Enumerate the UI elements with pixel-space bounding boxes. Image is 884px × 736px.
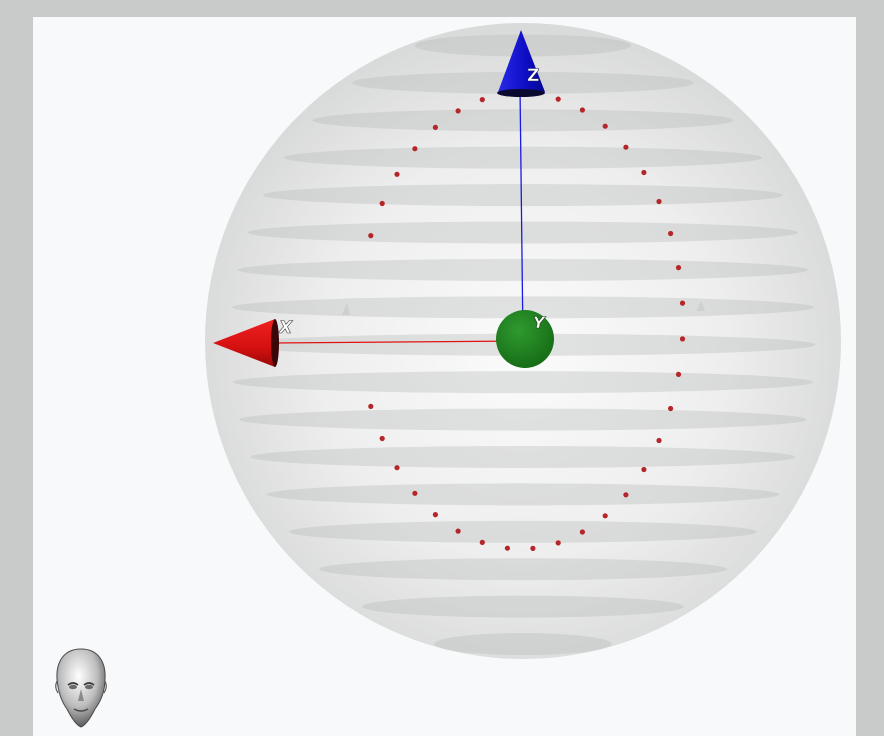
electrode-point[interactable]: [679, 336, 686, 342]
electrode-point[interactable]: [555, 540, 561, 546]
electrode-point[interactable]: [479, 97, 485, 103]
sphere-band: [239, 408, 807, 431]
electrode-point[interactable]: [641, 466, 647, 473]
y-axis-ball[interactable]: [496, 310, 554, 368]
z-axis-line: [519, 86, 524, 342]
electrode-point[interactable]: [412, 490, 418, 496]
electrode-point[interactable]: [579, 107, 586, 113]
sphere-band: [232, 371, 814, 394]
sphere-band: [312, 109, 734, 132]
electrode-point[interactable]: [602, 513, 608, 519]
electrode-point[interactable]: [379, 200, 385, 207]
sphere-scene[interactable]: Z X Y: [33, 17, 856, 736]
sphere-band: [362, 595, 684, 618]
electrode-point[interactable]: [530, 545, 536, 552]
electrode-point[interactable]: [432, 512, 438, 518]
sphere-band: [237, 258, 809, 281]
electrode-point[interactable]: [675, 371, 682, 377]
electrode-point[interactable]: [656, 437, 662, 444]
electrode-point[interactable]: [368, 403, 374, 409]
electrode-point[interactable]: [455, 528, 461, 534]
head-icon[interactable]: [51, 645, 111, 731]
sphere-band: [247, 221, 799, 244]
sphere-band: [319, 558, 727, 581]
electrode-point[interactable]: [623, 492, 629, 498]
electrode-point[interactable]: [641, 169, 647, 176]
electrode-point[interactable]: [602, 123, 608, 129]
sphere-marker-left: [342, 303, 350, 315]
z-axis-label: Z: [527, 66, 539, 86]
sphere-band: [250, 445, 796, 468]
sphere-band: [288, 520, 758, 543]
electrode-point[interactable]: [679, 300, 686, 306]
electrode-point[interactable]: [455, 108, 461, 114]
electrode-point[interactable]: [394, 465, 400, 471]
electrode-point[interactable]: [379, 435, 385, 442]
electrode-point[interactable]: [623, 144, 629, 150]
x-axis-label: X: [278, 318, 293, 338]
electrode-point[interactable]: [412, 146, 418, 152]
x-axis-line: [272, 340, 524, 344]
sphere-marker-right: [697, 301, 705, 311]
electrode-point[interactable]: [479, 539, 485, 546]
sphere-band: [266, 483, 780, 506]
electrode-point[interactable]: [668, 230, 674, 237]
x-axis-cone[interactable]: [213, 319, 279, 367]
sphere-band: [263, 184, 783, 207]
3d-viewport[interactable]: Z X Y: [33, 17, 856, 736]
electrode-point[interactable]: [579, 529, 586, 535]
electrode-point[interactable]: [394, 171, 400, 177]
electrode-point[interactable]: [368, 233, 374, 239]
sphere-band: [283, 146, 763, 169]
electrode-point[interactable]: [432, 124, 438, 130]
sphere-band: [434, 633, 612, 656]
electrode-point[interactable]: [555, 96, 561, 102]
z-axis-cone[interactable]: [497, 30, 545, 97]
electrode-point[interactable]: [504, 545, 510, 551]
electrode-point[interactable]: [656, 198, 662, 205]
electrode-point[interactable]: [668, 405, 674, 412]
y-axis-label: Y: [533, 313, 546, 332]
electrode-point[interactable]: [675, 265, 682, 271]
